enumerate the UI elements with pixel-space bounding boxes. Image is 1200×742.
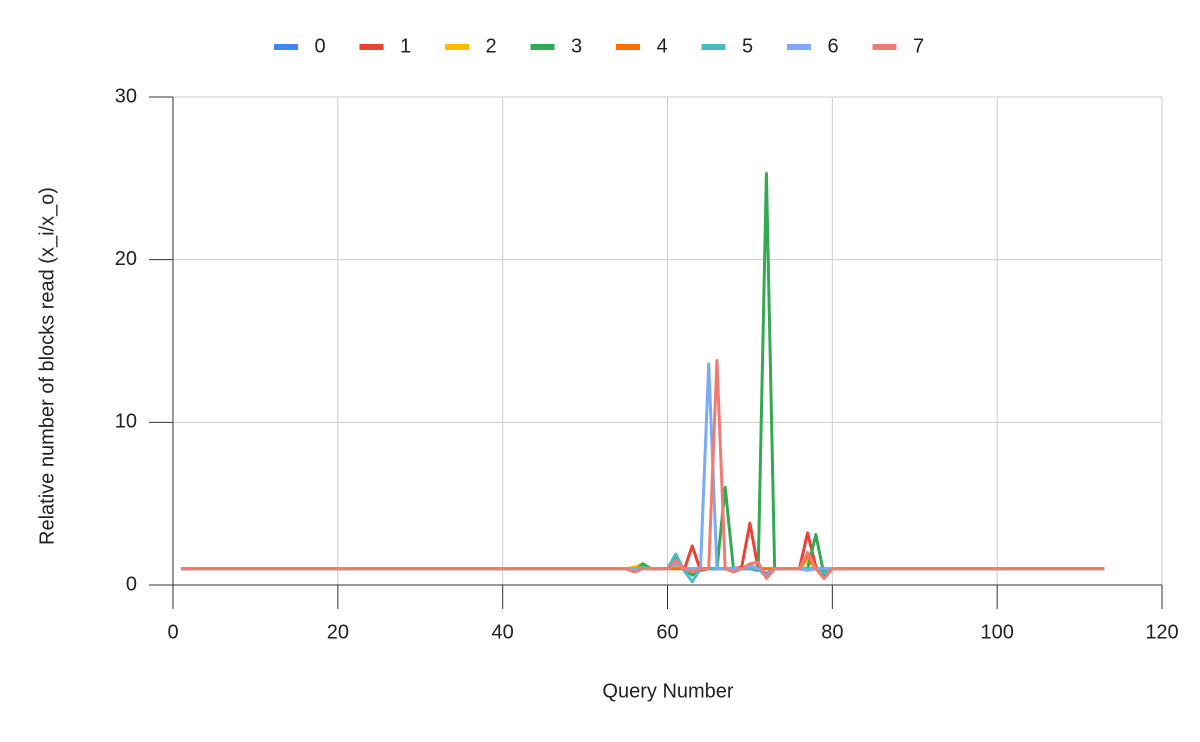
legend-label: 1 [400, 35, 411, 57]
series-line [181, 171, 1105, 577]
x-tick-label: 0 [167, 621, 178, 643]
x-tick-label: 120 [1145, 621, 1178, 643]
y-tick-label: 0 [126, 573, 137, 595]
legend-label: 6 [827, 35, 838, 57]
legend-label: 4 [656, 35, 667, 57]
y-tick-label: 30 [115, 85, 137, 107]
y-tick-label: 10 [115, 411, 137, 433]
legend-label: 5 [742, 35, 753, 57]
y-axis-label: Relative number of blocks read (x_i/x_o) [36, 187, 58, 545]
series-line [181, 359, 1105, 580]
x-tick-label: 100 [980, 621, 1013, 643]
y-tick-label: 20 [115, 248, 137, 270]
legend-label: 7 [913, 35, 924, 57]
x-tick-label: 40 [492, 621, 514, 643]
x-axis-label: Query Number [602, 680, 733, 702]
x-tick-label: 20 [327, 621, 349, 643]
legend-label: 3 [571, 35, 582, 57]
x-tick-label: 80 [821, 621, 843, 643]
legend-label: 0 [314, 35, 325, 57]
legend-label: 2 [485, 35, 496, 57]
series-line [181, 362, 1105, 577]
x-tick-label: 60 [656, 621, 678, 643]
